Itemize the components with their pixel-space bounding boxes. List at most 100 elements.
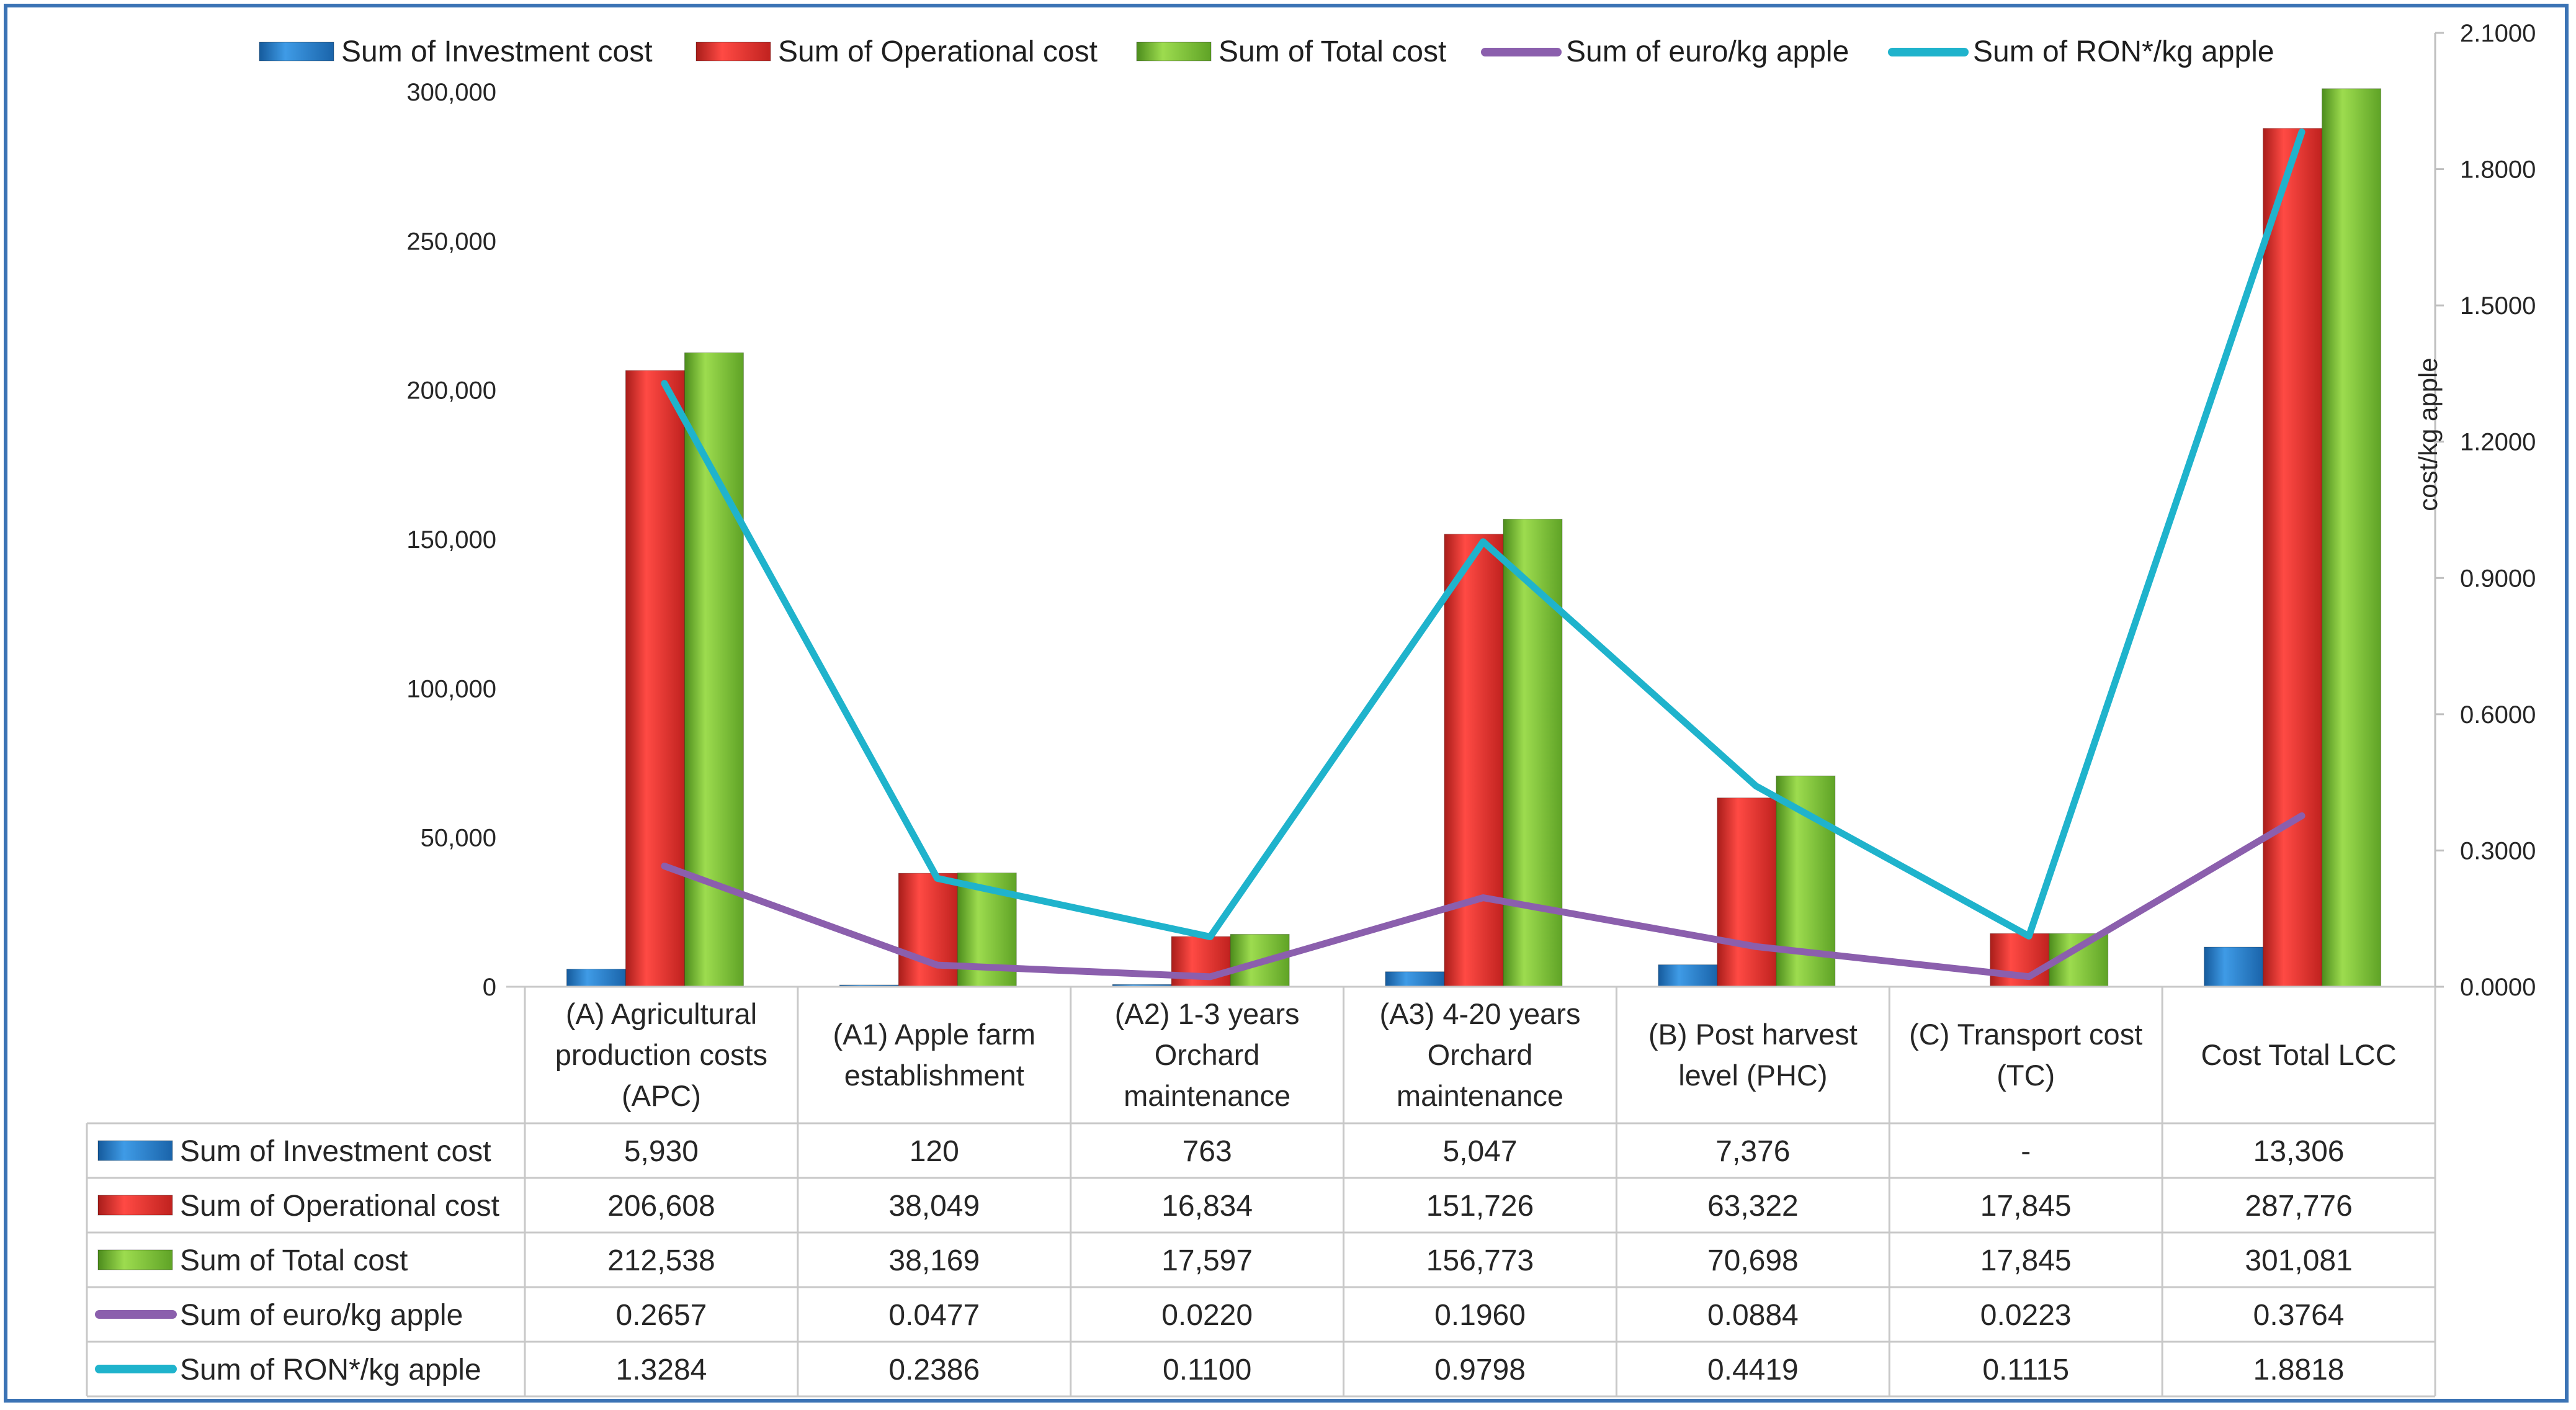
bar-0-4 <box>1658 964 1718 987</box>
bar-0-0 <box>566 968 626 987</box>
table-cell: 17,845 <box>1980 1244 2072 1277</box>
table-key-bar <box>97 1140 173 1161</box>
y-left-tick-label: 100,000 <box>406 675 496 703</box>
table-key-bar <box>97 1249 173 1270</box>
category-label: maintenance <box>1397 1079 1563 1112</box>
bar-2-6 <box>2322 88 2382 987</box>
category-label: production costs <box>555 1038 767 1071</box>
table-cell: 156,773 <box>1426 1244 1534 1277</box>
table-cell: 0.1100 <box>1163 1354 1251 1386</box>
legend-label: Sum of Investment cost <box>341 35 653 68</box>
table-cell: 0.1115 <box>1982 1354 2069 1386</box>
legend-label: Sum of RON*/kg apple <box>1973 35 2274 68</box>
y-right-tick-label: 0.0000 <box>2460 974 2536 1001</box>
legend-key-bar <box>259 42 334 61</box>
legend-label: Sum of Total cost <box>1219 35 1446 68</box>
legend: Sum of Investment cost Sum of Operational… <box>259 35 2274 68</box>
lines-layer <box>661 128 2305 981</box>
legend-label: Sum of Operational cost <box>778 35 1098 68</box>
bar-0-6 <box>2204 946 2264 987</box>
table-cell: 0.0477 <box>888 1299 980 1332</box>
category-label: (C) Transport cost <box>1909 1018 2142 1051</box>
bar-0-3 <box>1385 971 1445 987</box>
y-left-tick-label: 0 <box>483 974 496 1001</box>
chart-frame <box>4 4 2569 1403</box>
category-label: Cost Total LCC <box>2201 1038 2396 1071</box>
category-label: Orchard <box>1155 1038 1260 1071</box>
table-row-header: Sum of RON*/kg apple <box>180 1354 481 1386</box>
y-left-tick-label: 150,000 <box>406 526 496 554</box>
table-cell: 0.4419 <box>1707 1354 1799 1386</box>
bar-1-6 <box>2263 128 2323 987</box>
table-cell: 206,608 <box>607 1190 715 1223</box>
table-cell: 63,322 <box>1707 1190 1799 1223</box>
bar-1-0 <box>625 370 685 987</box>
y-left-tick-label: 50,000 <box>421 825 496 852</box>
table-cell: 301,081 <box>2245 1244 2353 1277</box>
category-label: (A1) Apple farm <box>833 1018 1036 1051</box>
legend-key-bar <box>695 42 771 61</box>
data-table: (A) Agricultural production costs (APC) (A1… <box>86 986 2436 1398</box>
table-cell: 70,698 <box>1707 1244 1799 1277</box>
table-cell: 287,776 <box>2245 1190 2353 1223</box>
y-right-tick-label: 1.5000 <box>2460 292 2536 320</box>
legend-key-bar <box>1136 42 1212 61</box>
y-right-tick-label: 1.8000 <box>2460 156 2536 184</box>
bars-layer <box>566 88 2382 987</box>
table-cell: 0.3764 <box>2253 1299 2345 1332</box>
table-cell: 16,834 <box>1161 1190 1253 1223</box>
line-series-1 <box>661 128 2305 940</box>
category-label: level (PHC) <box>1678 1059 1827 1092</box>
y-right-tick-label: 0.3000 <box>2460 837 2536 864</box>
y-right-tick-label: 0.6000 <box>2460 701 2536 729</box>
y-right-tick-label: 0.9000 <box>2460 565 2536 592</box>
table-cell: 0.9798 <box>1434 1354 1526 1386</box>
table-cell: 5,047 <box>1442 1135 1517 1168</box>
table-key-bar <box>97 1195 173 1216</box>
table-cell: 17,597 <box>1161 1244 1253 1277</box>
table-cell: 151,726 <box>1426 1190 1534 1223</box>
bar-1-3 <box>1444 534 1504 987</box>
category-label: (TC) <box>1997 1059 2055 1092</box>
table-cell: 0.1960 <box>1434 1299 1526 1332</box>
table-row-header: Sum of euro/kg apple <box>180 1299 463 1332</box>
line-series-0 <box>661 812 2305 981</box>
table-cell: 0.0884 <box>1707 1299 1799 1332</box>
table-cell: 120 <box>910 1135 959 1168</box>
table-cell: 0.2657 <box>616 1299 707 1332</box>
legend-label: Sum of euro/kg apple <box>1566 35 1849 68</box>
table-cell: 5,930 <box>624 1135 699 1168</box>
table-row-header: Sum of Total cost <box>180 1244 408 1277</box>
table-row-header: Sum of Investment cost <box>180 1135 491 1168</box>
category-label: (A3) 4-20 years <box>1380 997 1581 1030</box>
table-cell: 212,538 <box>607 1244 715 1277</box>
y-right-tick-label: 2.1000 <box>2460 20 2536 47</box>
y-left-tick-label: 300,000 <box>406 79 496 106</box>
y-right-tick-label: 1.2000 <box>2460 429 2536 456</box>
table-cell: 17,845 <box>1980 1190 2072 1223</box>
y-left-tick-label: 250,000 <box>406 228 496 255</box>
y-left-tick-label: 200,000 <box>406 377 496 405</box>
bar-1-4 <box>1717 797 1777 987</box>
table-cell: 13,306 <box>2253 1135 2345 1168</box>
category-label: maintenance <box>1124 1079 1290 1112</box>
table-cell: 0.2386 <box>888 1354 980 1386</box>
category-label: establishment <box>844 1059 1024 1092</box>
table-cell: 1.3284 <box>616 1354 707 1386</box>
table-row-header: Sum of Operational cost <box>180 1190 499 1223</box>
table-cell: 1.8818 <box>2253 1354 2345 1386</box>
category-label: (A) Agricultural <box>566 997 757 1030</box>
category-label: (APC) <box>622 1079 701 1112</box>
table-cell: 0.0223 <box>1980 1299 2072 1332</box>
axes-layer: 0 50,000 100,000 150,000 200,000 250,000 300,0… <box>406 20 2536 1001</box>
table-cell: 38,049 <box>888 1190 980 1223</box>
table-cell: 7,376 <box>1715 1135 1790 1168</box>
category-label: (A2) 1-3 years <box>1115 997 1300 1030</box>
table-cell: 763 <box>1183 1135 1232 1168</box>
bar-1-1 <box>898 873 958 987</box>
table-cell: 38,169 <box>888 1244 980 1277</box>
table-cell: - <box>2021 1135 2031 1168</box>
y-right-axis-title: cost/kg apple <box>2413 357 2443 511</box>
table-cell: 0.0220 <box>1161 1299 1253 1332</box>
